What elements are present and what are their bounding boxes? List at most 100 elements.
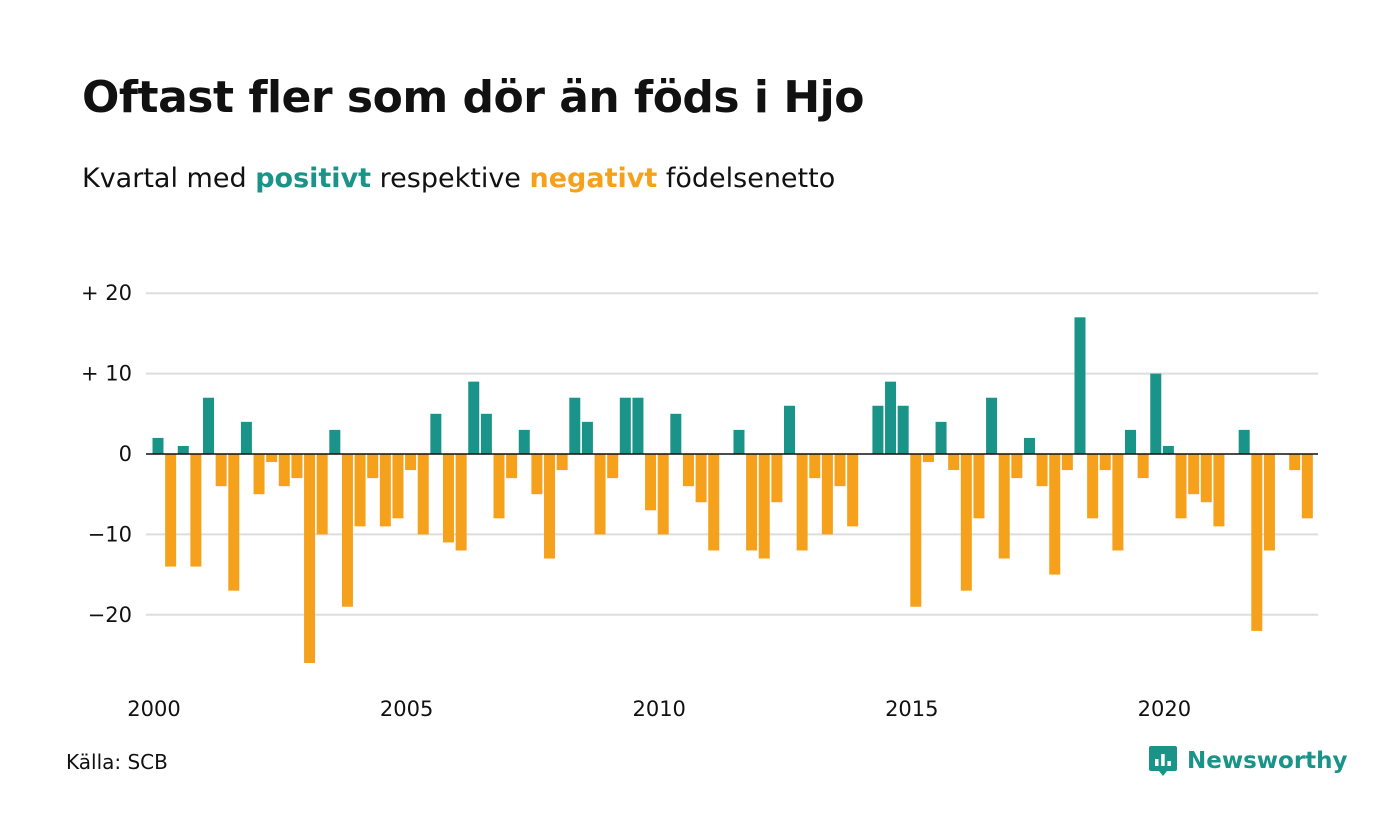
bar-negative	[1251, 454, 1263, 631]
bar-negative	[960, 454, 972, 591]
x-tick-label: 2000	[127, 697, 180, 721]
bar-negative	[417, 454, 429, 535]
bar-negative	[746, 454, 758, 551]
bar-negative	[316, 454, 328, 535]
chart-title: Oftast fler som dör än föds i Hjo	[82, 72, 864, 123]
bar-negative	[1301, 454, 1313, 519]
subtitle-text-before: Kvartal med	[82, 163, 247, 194]
bar-positive	[468, 381, 480, 454]
bar-negative	[1289, 454, 1301, 471]
bar-negative	[1099, 454, 1111, 471]
bar-positive	[152, 437, 164, 454]
bar-negative	[228, 454, 240, 591]
bar-positive	[733, 429, 745, 454]
bar-negative	[657, 454, 669, 535]
bar-negative	[291, 454, 303, 479]
bar-negative	[1036, 454, 1048, 487]
bar-positive	[897, 405, 909, 454]
bar-negative	[304, 454, 316, 664]
bar-negative	[405, 454, 417, 471]
bar-negative	[506, 454, 518, 479]
bar-positive	[632, 397, 644, 454]
bar-negative	[379, 454, 391, 527]
bar-negative	[190, 454, 202, 567]
bar-positive	[1125, 429, 1137, 454]
y-tick-label: + 10	[81, 362, 132, 386]
bar-negative	[531, 454, 543, 495]
x-tick-label: 2010	[632, 697, 685, 721]
bar-negative	[455, 454, 467, 551]
bar-chart: + 20 + 10 0 −10 −20 2000 2005 2010 2015 2020	[81, 281, 1318, 721]
subtitle-text-after: födelsenetto	[665, 163, 836, 194]
bar-negative	[796, 454, 808, 551]
bar-positive	[1238, 429, 1250, 454]
bar-negative	[1049, 454, 1061, 575]
bar-positive	[240, 421, 252, 454]
bar-negative	[948, 454, 960, 471]
bar-negative	[215, 454, 227, 487]
bar-negative	[847, 454, 859, 527]
bar-positive	[619, 397, 631, 454]
bar-positive	[885, 381, 897, 454]
bar-positive	[480, 413, 492, 454]
bar-negative	[1213, 454, 1225, 527]
bar-negative	[607, 454, 619, 479]
bar-positive	[518, 429, 530, 454]
bar-negative	[998, 454, 1010, 559]
bar-positive	[670, 413, 682, 454]
y-tick-label: + 20	[81, 281, 132, 305]
bar-negative	[1112, 454, 1124, 551]
y-tick-label: 0	[119, 442, 132, 466]
bar-negative	[1200, 454, 1212, 503]
bar-negative	[266, 454, 278, 463]
bar-positive	[872, 405, 884, 454]
bar-negative	[771, 454, 783, 503]
bar-negative	[758, 454, 770, 559]
bar-positive	[1150, 373, 1162, 454]
newsworthy-logo-text: Newsworthy	[1187, 748, 1348, 774]
source-note: Källa: SCB	[66, 750, 168, 774]
bar-negative	[354, 454, 366, 527]
bar-negative	[682, 454, 694, 487]
bar-negative	[645, 454, 657, 511]
bar-positive	[784, 405, 795, 454]
bar-negative	[1087, 454, 1099, 519]
bar-positive	[986, 397, 998, 454]
bar-positive	[1074, 317, 1086, 454]
bar-positive	[430, 413, 442, 454]
bar-negative	[1061, 454, 1073, 471]
bar-negative	[1188, 454, 1200, 495]
bar-positive	[935, 421, 947, 454]
bar-negative	[695, 454, 707, 503]
bar-negative	[1011, 454, 1023, 479]
bar-negative	[341, 454, 353, 607]
bar-negative	[1137, 454, 1149, 479]
bar-negative	[809, 454, 821, 479]
bar-positive	[1162, 445, 1174, 454]
bar-negative	[910, 454, 922, 607]
bar-negative	[253, 454, 265, 495]
bar-negative	[973, 454, 985, 519]
bar-negative	[594, 454, 606, 535]
y-tick-label: −10	[88, 522, 132, 546]
x-tick-label: 2020	[1138, 697, 1191, 721]
bar-negative	[1263, 454, 1275, 551]
bar-positive	[329, 429, 341, 454]
bar-negative	[278, 454, 290, 487]
bar-positive	[1023, 437, 1035, 454]
newsworthy-logo-icon	[1149, 746, 1177, 776]
bar-negative	[392, 454, 404, 519]
subtitle-negative-word: negativt	[529, 163, 658, 194]
bar-negative	[367, 454, 379, 479]
bar-negative	[493, 454, 505, 519]
axes: + 20 + 10 0 −10 −20 2000 2005 2010 2015 2020	[81, 281, 1318, 721]
bar-positive	[177, 445, 189, 454]
subtitle-text-middle: respektive	[379, 163, 521, 194]
bar-negative	[708, 454, 720, 551]
subtitle-positive-word: positivt	[255, 163, 372, 194]
x-tick-label: 2005	[380, 697, 433, 721]
x-tick-label: 2015	[885, 697, 938, 721]
bar-negative	[556, 454, 568, 471]
bar-positive	[581, 421, 593, 454]
bar-negative	[165, 454, 177, 567]
